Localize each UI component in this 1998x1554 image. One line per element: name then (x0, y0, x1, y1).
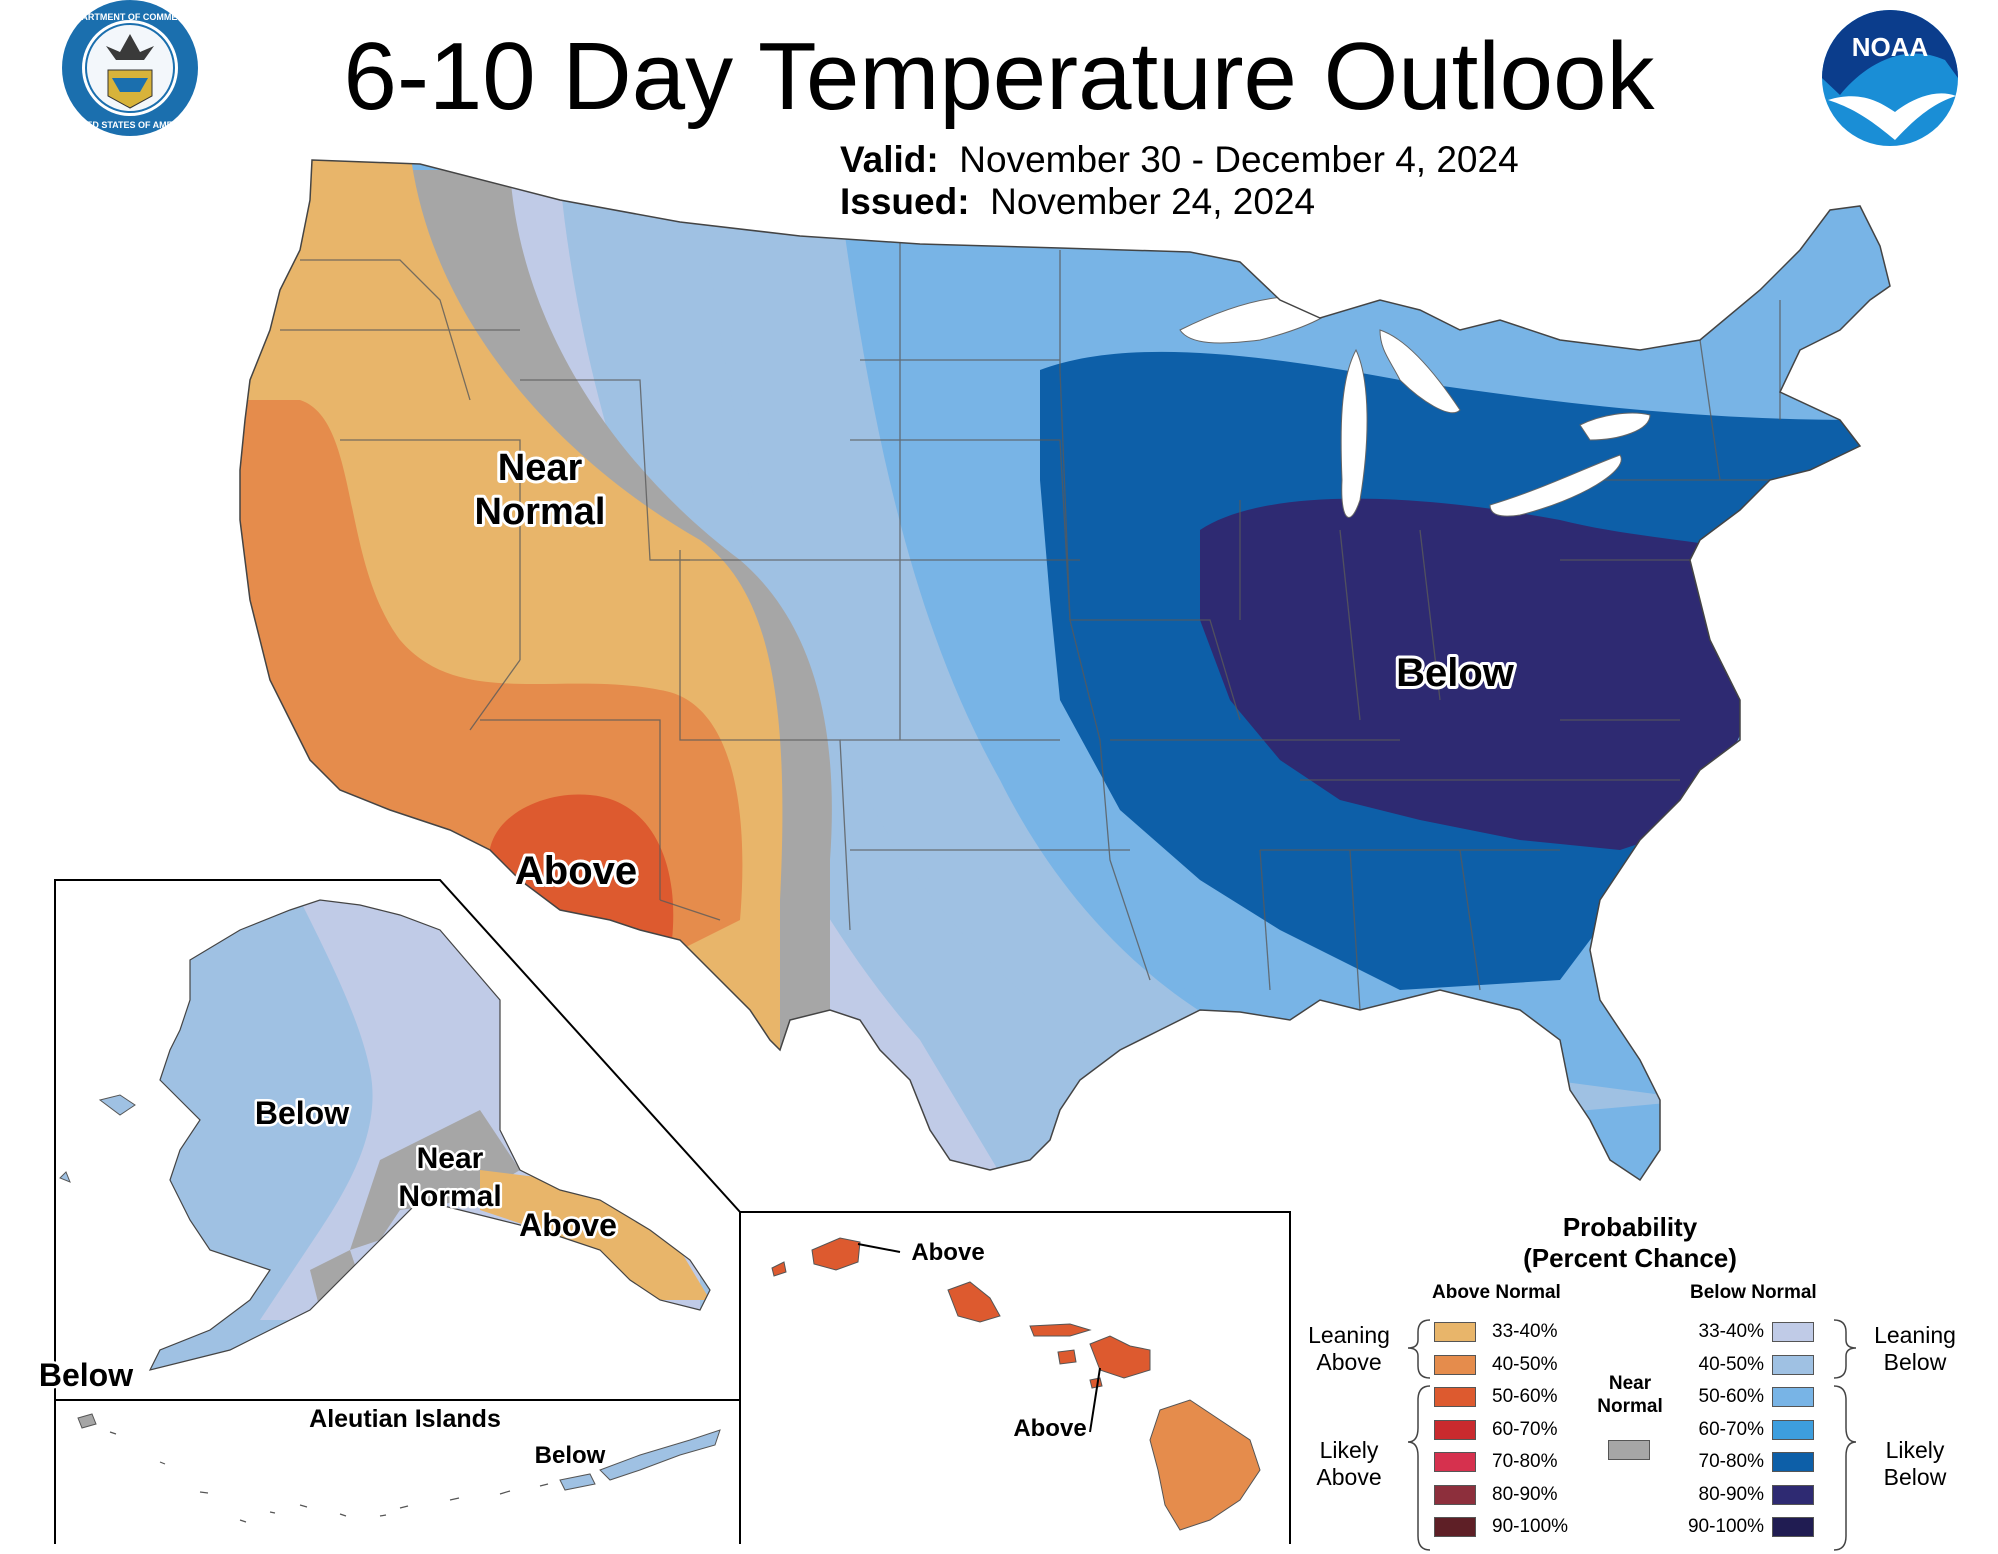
valid-label: Valid: (840, 139, 939, 180)
above-range-4: 70-80% (1492, 1451, 1558, 1472)
below-swatch-2 (1772, 1387, 1814, 1407)
below-swatch-5 (1772, 1484, 1814, 1505)
alaska-near-normal-label-2: Normal (398, 1180, 501, 1213)
above-swatch-0 (1434, 1322, 1476, 1342)
conus-above-label: Above (515, 849, 637, 893)
hawaii-above-label-2: Above (1013, 1415, 1086, 1442)
aleutian-below-label: Below (535, 1442, 606, 1469)
likely-below-label: Likely Below (1883, 1437, 1947, 1490)
below-swatch-6 (1772, 1517, 1814, 1537)
below-range-0: 33-40% (1698, 1321, 1765, 1342)
leaning-above-label: Leaning Above (1308, 1322, 1390, 1375)
likely-above-label: Likely Above (1316, 1437, 1382, 1490)
above-range-3: 60-70% (1492, 1418, 1558, 1440)
alaska-below-label: Below (255, 1095, 349, 1131)
below-swatch-1 (1772, 1354, 1814, 1375)
above-swatch-2 (1434, 1387, 1476, 1407)
above-range-6: 90-100% (1492, 1516, 1569, 1537)
below-swatch-4 (1772, 1452, 1814, 1472)
below-range-6: 90-100% (1687, 1516, 1764, 1537)
valid-value: November 30 - December 4, 2024 (959, 139, 1519, 180)
below-range-3: 60-70% (1698, 1418, 1765, 1440)
near-normal-swatch (1608, 1440, 1650, 1460)
issued-date: Issued: November 24, 2024 (840, 180, 1315, 224)
conus-below-label: Below (1396, 651, 1515, 695)
page-title: 6-10 Day Temperature Outlook (343, 23, 1655, 130)
above-range-5: 80-90% (1492, 1483, 1558, 1505)
legend-title-line-1: Probability (1562, 1212, 1698, 1242)
above-swatch-4 (1434, 1452, 1476, 1472)
alaska-west-below-label: Below (39, 1357, 133, 1393)
leaning-below-label: Leaning Below (1874, 1322, 1956, 1375)
above-range-2: 50-60% (1492, 1386, 1558, 1407)
below-range-4: 70-80% (1698, 1451, 1765, 1472)
above-range-0: 33-40% (1492, 1321, 1558, 1342)
above-swatch-1 (1434, 1354, 1476, 1375)
below-braces (1833, 1319, 1857, 1551)
aleutian-title: Aleutian Islands (309, 1405, 501, 1433)
above-swatch-3 (1434, 1419, 1476, 1440)
svg-text:DEPARTMENT OF COMMERCE: DEPARTMENT OF COMMERCE (64, 12, 197, 22)
below-swatch-0 (1772, 1322, 1814, 1342)
conus-near-normal-label-2: Normal (475, 491, 606, 533)
noaa-logo-icon: NOAA (1822, 10, 1958, 146)
above-swatch-6 (1434, 1517, 1476, 1537)
above-braces (1407, 1319, 1431, 1551)
legend-title-line-2: (Percent Chance) (1523, 1243, 1737, 1273)
conus-near-normal-label: Near (498, 447, 583, 489)
svg-text:NOAA: NOAA (1852, 32, 1929, 62)
below-range-2: 50-60% (1698, 1386, 1765, 1407)
below-swatch-3 (1772, 1419, 1814, 1440)
alaska-near-normal-label: Near (417, 1142, 484, 1175)
below-range-5: 80-90% (1698, 1483, 1765, 1505)
issued-value: November 24, 2024 (990, 181, 1316, 222)
below-normal-header: Below Normal (1690, 1282, 1817, 1303)
conus-outline (239, 159, 1891, 1182)
valid-dates: Valid: November 30 - December 4, 2024 (840, 138, 1519, 182)
issued-label: Issued: (840, 181, 970, 222)
above-swatch-5 (1434, 1484, 1476, 1505)
svg-text:UNITED STATES OF AMERICA: UNITED STATES OF AMERICA (65, 120, 195, 130)
above-normal-header: Above Normal (1432, 1282, 1561, 1303)
hawaii-inset (739, 1211, 1291, 1544)
alaska-above-label: Above (519, 1207, 617, 1243)
near-normal-legend-label: Near Normal (1597, 1373, 1663, 1417)
above-range-1: 40-50% (1492, 1353, 1558, 1375)
legend-title: Probability (Percent Chance) (1390, 1212, 1870, 1274)
below-range-1: 40-50% (1698, 1353, 1765, 1375)
hawaii-above-label-1: Above (911, 1239, 984, 1266)
commerce-seal-icon: DEPARTMENT OF COMMERCE UNITED STATES OF … (62, 0, 198, 136)
